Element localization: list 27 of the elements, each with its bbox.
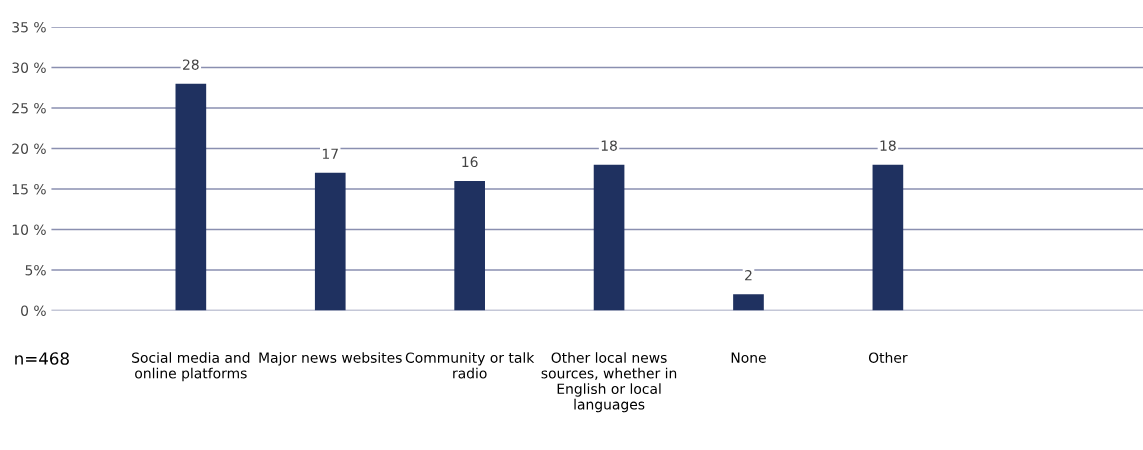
y-tick-label: 25 % bbox=[12, 102, 46, 114]
bar bbox=[175, 83, 207, 311]
data-label: 16 bbox=[462, 156, 478, 168]
bar bbox=[872, 164, 904, 311]
data-label: 28 bbox=[183, 59, 199, 70]
y-tick-label: 0 % bbox=[21, 305, 46, 316]
x-tick-label: Other bbox=[868, 352, 908, 363]
y-tick-label: 30 % bbox=[12, 62, 46, 73]
bar bbox=[314, 172, 346, 311]
x-tick-label: Community or talk radio bbox=[405, 352, 535, 379]
bar bbox=[733, 294, 764, 311]
x-tick-label: None bbox=[731, 352, 766, 363]
x-tick-label: Major news websites bbox=[259, 352, 402, 366]
y-tick-label: 5% bbox=[25, 264, 46, 276]
bar bbox=[593, 164, 625, 311]
data-label: 18 bbox=[601, 140, 617, 151]
y-tick-label: 20 % bbox=[12, 143, 46, 154]
y-tick-label: 10 % bbox=[12, 224, 46, 235]
data-label: 2 bbox=[745, 269, 752, 281]
text: n=468 bbox=[15, 352, 69, 365]
x-tick-label: Other local news sources, whether in English or local languages bbox=[541, 352, 677, 413]
y-tick-label: 35 % bbox=[12, 21, 46, 33]
data-label: 18 bbox=[880, 140, 896, 151]
x-tick-label: Social media and online platforms bbox=[132, 352, 250, 382]
bar bbox=[454, 180, 485, 311]
y-tick-label: 15 % bbox=[12, 183, 46, 195]
data-label: 17 bbox=[322, 148, 338, 159]
